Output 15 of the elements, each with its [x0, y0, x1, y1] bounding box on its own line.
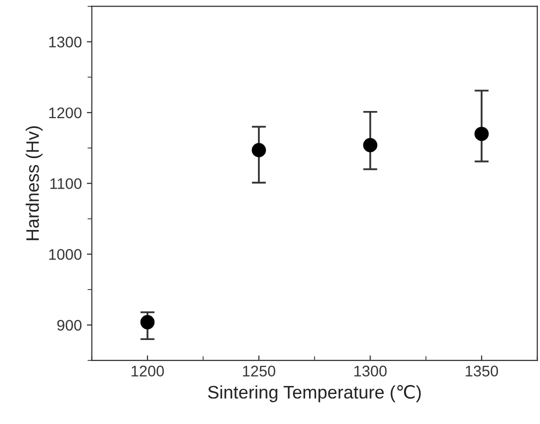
y-tick-label: 1000 — [49, 249, 82, 260]
x-tick-label: 1250 — [243, 366, 276, 376]
point — [474, 126, 489, 141]
x-tick-label: 1300 — [354, 366, 387, 376]
point — [140, 315, 155, 330]
point — [252, 142, 266, 158]
x-tick-label: 1200 — [132, 366, 164, 376]
y-axis-title: Hardness (Hv) — [26, 126, 43, 240]
x-tick-label: 1350 — [466, 366, 498, 376]
x-axis-title: Sintering Temperature (℃) — [208, 385, 421, 402]
y-tick-label: 900 — [57, 320, 82, 331]
point — [363, 138, 378, 152]
y-tick-label: 1200 — [49, 107, 82, 118]
y-tick-label: 1100 — [50, 178, 82, 190]
y-tick-label: 1300 — [49, 36, 82, 48]
